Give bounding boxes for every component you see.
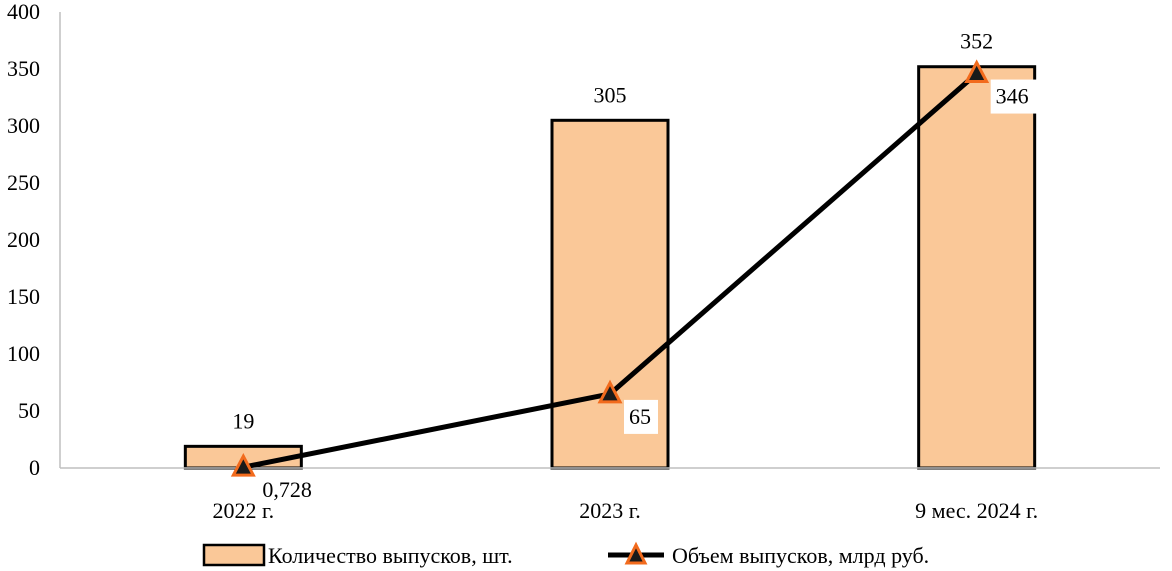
- bar-data-label: 305: [594, 82, 627, 107]
- data-labels: 19 305 352 0,728 65 346: [232, 29, 1037, 508]
- line-marker: [230, 452, 256, 477]
- y-tick-label: 50: [18, 398, 40, 423]
- line-data-label-box: [624, 399, 658, 434]
- x-axis-ticks: 2022 г. 2023 г. 9 мес. 2024 г.: [213, 498, 1039, 523]
- x-tick-label: 2023 г.: [579, 498, 641, 523]
- y-tick-label: 100: [7, 341, 40, 366]
- y-tick-label: 0: [29, 455, 40, 480]
- line-data-label: 346: [996, 84, 1029, 109]
- line-marker: [964, 59, 990, 84]
- bar-data-label: 352: [960, 29, 993, 54]
- line-data-label: 0,728: [262, 477, 312, 502]
- line-marker: [597, 379, 623, 404]
- y-tick-label: 150: [7, 284, 40, 309]
- line-data-label-box: [257, 473, 328, 508]
- bar-data-label: 19: [232, 408, 254, 433]
- line-data-label-box: [990, 79, 1037, 114]
- line-data-label: 65: [629, 404, 651, 429]
- bar: [917, 65, 1037, 470]
- y-tick-label: 200: [7, 227, 40, 252]
- legend-triangle-icon: [624, 541, 648, 565]
- y-tick-label: 400: [7, 0, 40, 24]
- line-series: [230, 59, 990, 477]
- bar-series: [183, 65, 1037, 470]
- legend-label-bar: Количество выпусков, шт.: [268, 543, 513, 568]
- y-tick-label: 250: [7, 170, 40, 195]
- legend-label-line: Объем выпусков, млрд руб.: [672, 543, 929, 568]
- y-axis-ticks: 0 50 100 150 200 250 300 350 400: [7, 0, 40, 480]
- legend-swatch-bar: [202, 543, 266, 567]
- x-tick-label: 9 мес. 2024 г.: [915, 498, 1038, 523]
- legend: Количество выпусков, шт. Объем выпусков,…: [202, 541, 929, 568]
- y-tick-label: 350: [7, 56, 40, 81]
- y-tick-label: 300: [7, 113, 40, 138]
